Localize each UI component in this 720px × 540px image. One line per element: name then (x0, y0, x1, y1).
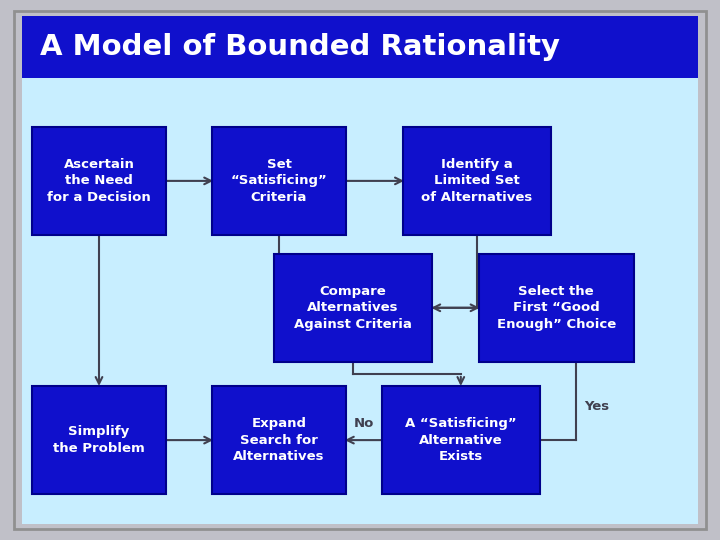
FancyBboxPatch shape (212, 386, 346, 494)
Text: Compare
Alternatives
Against Criteria: Compare Alternatives Against Criteria (294, 285, 412, 331)
Text: A Model of Bounded Rationality: A Model of Bounded Rationality (40, 33, 559, 61)
Text: Expand
Search for
Alternatives: Expand Search for Alternatives (233, 417, 325, 463)
FancyBboxPatch shape (403, 127, 551, 235)
FancyBboxPatch shape (32, 386, 166, 494)
Text: No: No (354, 417, 374, 430)
Text: Set
“Satisficing”
Criteria: Set “Satisficing” Criteria (230, 158, 328, 204)
Text: A “Satisficing”
Alternative
Exists: A “Satisficing” Alternative Exists (405, 417, 517, 463)
FancyBboxPatch shape (382, 386, 540, 494)
FancyBboxPatch shape (22, 16, 698, 78)
FancyBboxPatch shape (14, 11, 706, 529)
FancyBboxPatch shape (479, 254, 634, 362)
Text: Ascertain
the Need
for a Decision: Ascertain the Need for a Decision (47, 158, 151, 204)
Text: Yes: Yes (585, 400, 610, 413)
Text: Simplify
the Problem: Simplify the Problem (53, 426, 145, 455)
FancyBboxPatch shape (32, 127, 166, 235)
Text: Select the
First “Good
Enough” Choice: Select the First “Good Enough” Choice (497, 285, 616, 331)
Text: Identify a
Limited Set
of Alternatives: Identify a Limited Set of Alternatives (421, 158, 533, 204)
FancyBboxPatch shape (22, 78, 698, 524)
FancyBboxPatch shape (212, 127, 346, 235)
FancyBboxPatch shape (274, 254, 432, 362)
